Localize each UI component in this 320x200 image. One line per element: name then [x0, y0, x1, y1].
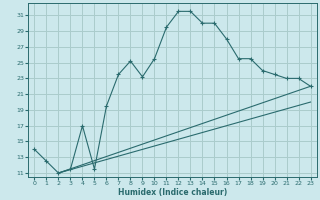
- X-axis label: Humidex (Indice chaleur): Humidex (Indice chaleur): [118, 188, 227, 197]
